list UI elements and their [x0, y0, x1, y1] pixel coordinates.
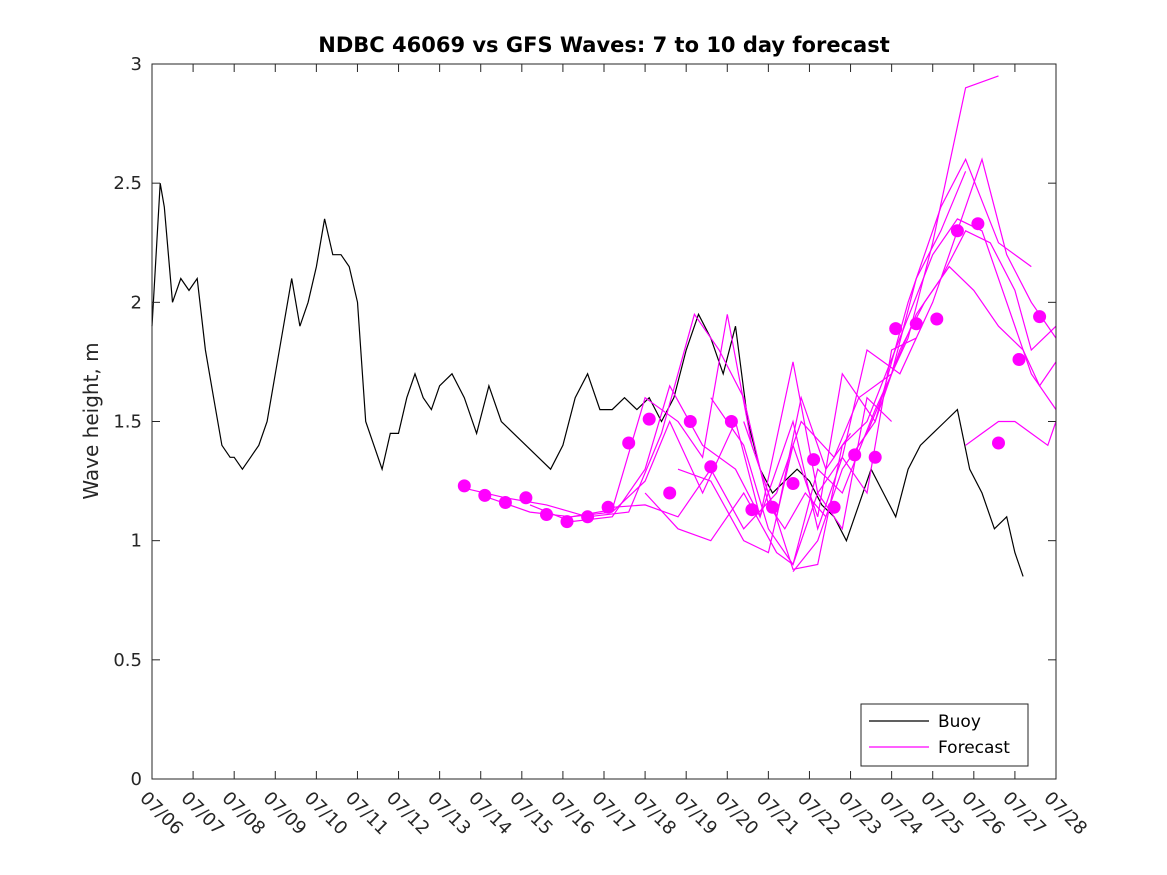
forecast-run-line-7 [677, 157, 1032, 554]
legend-label-forecast: Forecast [938, 738, 1010, 758]
y-tick-label: 2 [131, 292, 142, 313]
forecast-run-line-11 [850, 265, 1057, 458]
forecast-point [498, 496, 512, 509]
forecast-point [622, 436, 636, 450]
forecast-point [889, 322, 903, 336]
forecast-run-line-6 [644, 75, 999, 566]
y-axis-label: Wave height, m [79, 342, 103, 499]
forecast-point [930, 312, 944, 326]
y-axis: 0 0.5 1 1.5 2 2.5 3 [113, 54, 1056, 790]
forecast-point [992, 436, 1005, 450]
legend-box [860, 703, 1029, 767]
forecast-point [909, 317, 923, 331]
forecast-point [601, 500, 615, 514]
forecast-point [848, 448, 862, 462]
forecast-point [950, 224, 964, 238]
forecast-point [478, 488, 492, 502]
y-tick-label: 1.5 [113, 412, 142, 433]
forecast-run-line-4 [571, 337, 917, 531]
y-tick-label: 0.5 [113, 650, 142, 671]
forecast-run-line-3 [529, 361, 893, 531]
legend: Buoy Forecast [860, 703, 1029, 767]
forecast-point [642, 412, 656, 426]
forecast-point [868, 450, 882, 464]
forecast-point [1012, 353, 1026, 366]
forecast-point [1033, 310, 1047, 324]
forecast-point [457, 479, 471, 493]
forecast-point [560, 515, 574, 529]
forecast-point [971, 217, 985, 231]
forecast-point [786, 477, 800, 490]
y-tick-label: 2.5 [113, 173, 142, 194]
forecast-point [724, 415, 738, 428]
forecast-point [807, 453, 821, 467]
forecast-run-line-8 [710, 157, 1057, 566]
forecast-point [745, 503, 759, 517]
forecast-point [663, 486, 677, 500]
forecast-point [683, 415, 697, 428]
forecast-point [540, 508, 553, 521]
forecast-run-line-1 [464, 312, 827, 530]
legend-label-buoy: Buoy [938, 712, 981, 732]
forecast-point [519, 491, 533, 505]
buoy-series-line [151, 183, 1024, 577]
forecast-run-line-12 [965, 420, 1057, 447]
plot-content [151, 75, 1057, 577]
forecast-point [581, 510, 595, 524]
y-tick-label: 0 [131, 769, 142, 790]
forecast-point [827, 500, 841, 514]
y-tick-label: 3 [131, 54, 142, 75]
forecast-point [704, 460, 718, 474]
forecast-point [766, 500, 779, 514]
y-tick-label: 1 [131, 531, 142, 552]
chart-title: NDBC 46069 vs GFS Waves: 7 to 10 day for… [318, 33, 889, 57]
forecast-run-line-9 [743, 218, 1057, 570]
